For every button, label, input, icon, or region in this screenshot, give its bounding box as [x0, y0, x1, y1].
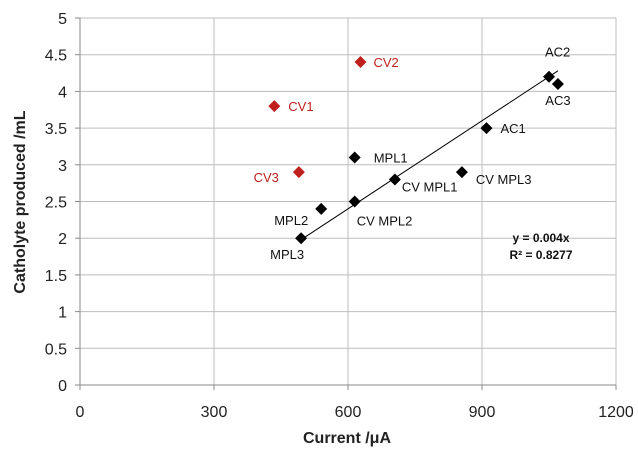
- x-axis-title: Current /μA: [303, 430, 391, 447]
- axes: [75, 17, 617, 390]
- x-tick-label: 900: [469, 404, 496, 421]
- point-cv1: [268, 100, 281, 113]
- data-points: [268, 56, 564, 245]
- y-tick-label: 4.5: [45, 48, 67, 65]
- point-mpl1: [348, 151, 361, 164]
- point-label-mpl3: MPL3: [270, 247, 304, 262]
- point-cv3: [292, 166, 305, 179]
- y-tick-label: 5: [58, 11, 67, 28]
- y-axis-title: Catholyte produced /mL: [12, 110, 29, 293]
- trendline-r-squared: R² = 0.8277: [509, 248, 572, 262]
- x-tick-label: 1200: [598, 404, 634, 421]
- y-tick-label: 2: [58, 231, 67, 248]
- y-tick-label: 0: [58, 378, 67, 395]
- point-cv-mpl2: [348, 195, 361, 208]
- point-ac1: [480, 122, 493, 135]
- point-label-cv3: CV3: [254, 170, 279, 185]
- y-tick-label: 3: [58, 158, 67, 175]
- y-tick-label: 3.5: [45, 121, 67, 138]
- y-tick-label: 4: [58, 84, 67, 101]
- point-ac3: [551, 78, 564, 91]
- point-cv-mpl1: [388, 173, 401, 186]
- y-tick-label: 1: [58, 305, 67, 322]
- y-tick-label: 2.5: [45, 195, 67, 212]
- point-label-cv-mpl1: CV MPL1: [402, 179, 458, 194]
- point-label-cv-mpl2: CV MPL2: [357, 214, 413, 229]
- trendline-equation: y = 0.004x: [512, 231, 569, 245]
- point-cv2: [354, 56, 367, 69]
- point-label-cv1: CV1: [288, 99, 313, 114]
- x-tick-label: 0: [76, 404, 85, 421]
- point-label-mpl1: MPL1: [374, 150, 408, 165]
- point-label-cv2: CV2: [374, 55, 399, 70]
- point-ac2: [543, 70, 555, 83]
- trendline: [300, 70, 559, 241]
- point-label-ac3: AC3: [545, 93, 570, 108]
- point-cv-mpl3: [455, 166, 468, 179]
- trendline-layer: [300, 70, 559, 241]
- x-tick-label: 300: [201, 404, 228, 421]
- point-labels: AC2 AC3 AC1 MPL1 CV MPL3 CV MPL1 CV MPL2 MPL2 MP…: [254, 45, 571, 262]
- point-label-ac2: AC2: [545, 45, 570, 60]
- point-label-mpl2: MPL2: [274, 213, 308, 228]
- point-label-ac1: AC1: [500, 121, 525, 136]
- y-tick-label: 0.5: [45, 341, 67, 358]
- point-mpl3: [295, 232, 308, 245]
- gridlines: [80, 17, 617, 385]
- tick-labels: 0 0.5 1 1.5 2 2.5 3 3.5 4 4.5 5 0 300 600 900 1200: [45, 11, 634, 421]
- y-tick-label: 1.5: [45, 268, 67, 285]
- point-mpl2: [315, 202, 328, 215]
- x-tick-label: 600: [335, 404, 362, 421]
- point-label-cv-mpl3: CV MPL3: [476, 172, 532, 187]
